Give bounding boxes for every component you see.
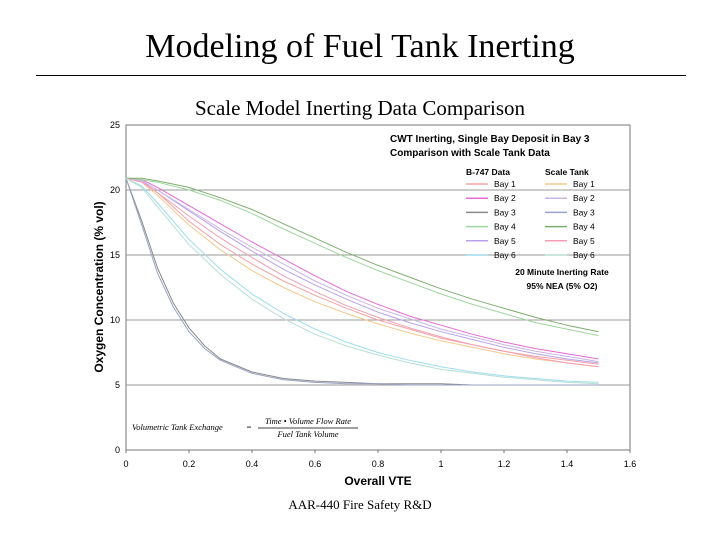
title-divider [36, 75, 686, 76]
chart-title-line-1: CWT Inerting, Single Bay Deposit in Bay … [390, 134, 590, 145]
x-tick-label: 0.2 [183, 459, 196, 469]
series-line-2 [125, 177, 599, 360]
legend-entry: Bay 2 [573, 193, 595, 203]
legend-entry: Bay 6 [573, 250, 595, 260]
y-tick-label: 0 [115, 445, 120, 455]
tick-labels: 0 5 10 15 20 25 0 0.2 0.4 0.6 0.8 1 1.2 1.4 1.6 [110, 120, 636, 469]
series-line-6 [125, 177, 599, 383]
x-tick-label: 1.6 [624, 459, 637, 469]
series-line-7 [125, 177, 599, 368]
formula-denominator: Fuel Tank Volume [276, 429, 338, 439]
y-tick-label: 10 [110, 315, 120, 325]
legend-note-line-2: 95% NEA (5% O2) [526, 281, 597, 291]
y-tick-label: 5 [115, 380, 120, 390]
legend-group-scale: Scale Tank [545, 167, 589, 177]
x-tick-label: 1.4 [561, 459, 574, 469]
x-axis-title: Overall VTE [344, 474, 411, 488]
slide-title: Modeling of Fuel Tank Inerting [145, 28, 575, 65]
legend-entry: Bay 6 [494, 250, 516, 260]
y-axis-title: Oxygen Concentration (% vol) [92, 201, 106, 372]
plot-area [125, 124, 631, 451]
legend-entry: Bay 3 [494, 207, 516, 217]
formula-equals: = [246, 422, 252, 432]
y-tick-label: 25 [110, 120, 120, 130]
slide-footer: AAR-440 Fire Safety R&D [288, 497, 432, 512]
series-line-9 [125, 178, 599, 386]
formula-lhs: Volumetric Tank Exchange [132, 422, 223, 432]
series-line-8 [125, 177, 599, 363]
legend-entry: Bay 2 [494, 193, 516, 203]
series-line-4 [125, 177, 599, 337]
x-tick-label: 0.6 [309, 459, 322, 469]
legend-entry: Bay 3 [573, 207, 595, 217]
legend-note-line-1: 20 Minute Inerting Rate [515, 267, 609, 277]
chart-title-line-2: Comparison with Scale Tank Data [390, 148, 550, 159]
formula-numerator: Time • Volume Flow Rate [265, 416, 351, 426]
legend-entry: Bay 1 [573, 179, 595, 189]
legend-entry: Bay 1 [494, 179, 516, 189]
x-tick-label: 0.8 [372, 459, 385, 469]
slide-subtitle: Scale Model Inerting Data Comparison [194, 96, 526, 120]
series-line-10 [126, 177, 599, 333]
y-tick-label: 20 [110, 185, 120, 195]
series-line-11 [125, 177, 599, 368]
legend-entry: Bay 4 [573, 222, 595, 232]
legend-group-b747: B-747 Data [466, 167, 510, 177]
x-tick-label: 0 [123, 459, 128, 469]
x-tick-label: 1.2 [498, 459, 511, 469]
series-line-5 [125, 177, 599, 364]
series-line-12 [125, 177, 599, 385]
legend-entry: Bay 4 [494, 222, 516, 232]
x-tick-label: 1 [438, 459, 443, 469]
x-tick-label: 0.4 [246, 459, 259, 469]
y-tick-label: 15 [110, 250, 120, 260]
legend: B-747 Data Scale Tank Bay 1 Bay 2 Bay 3 Bay… [466, 167, 595, 260]
series-layer [125, 177, 599, 386]
legend-entry: Bay 5 [494, 236, 516, 246]
legend-entry: Bay 5 [573, 236, 595, 246]
